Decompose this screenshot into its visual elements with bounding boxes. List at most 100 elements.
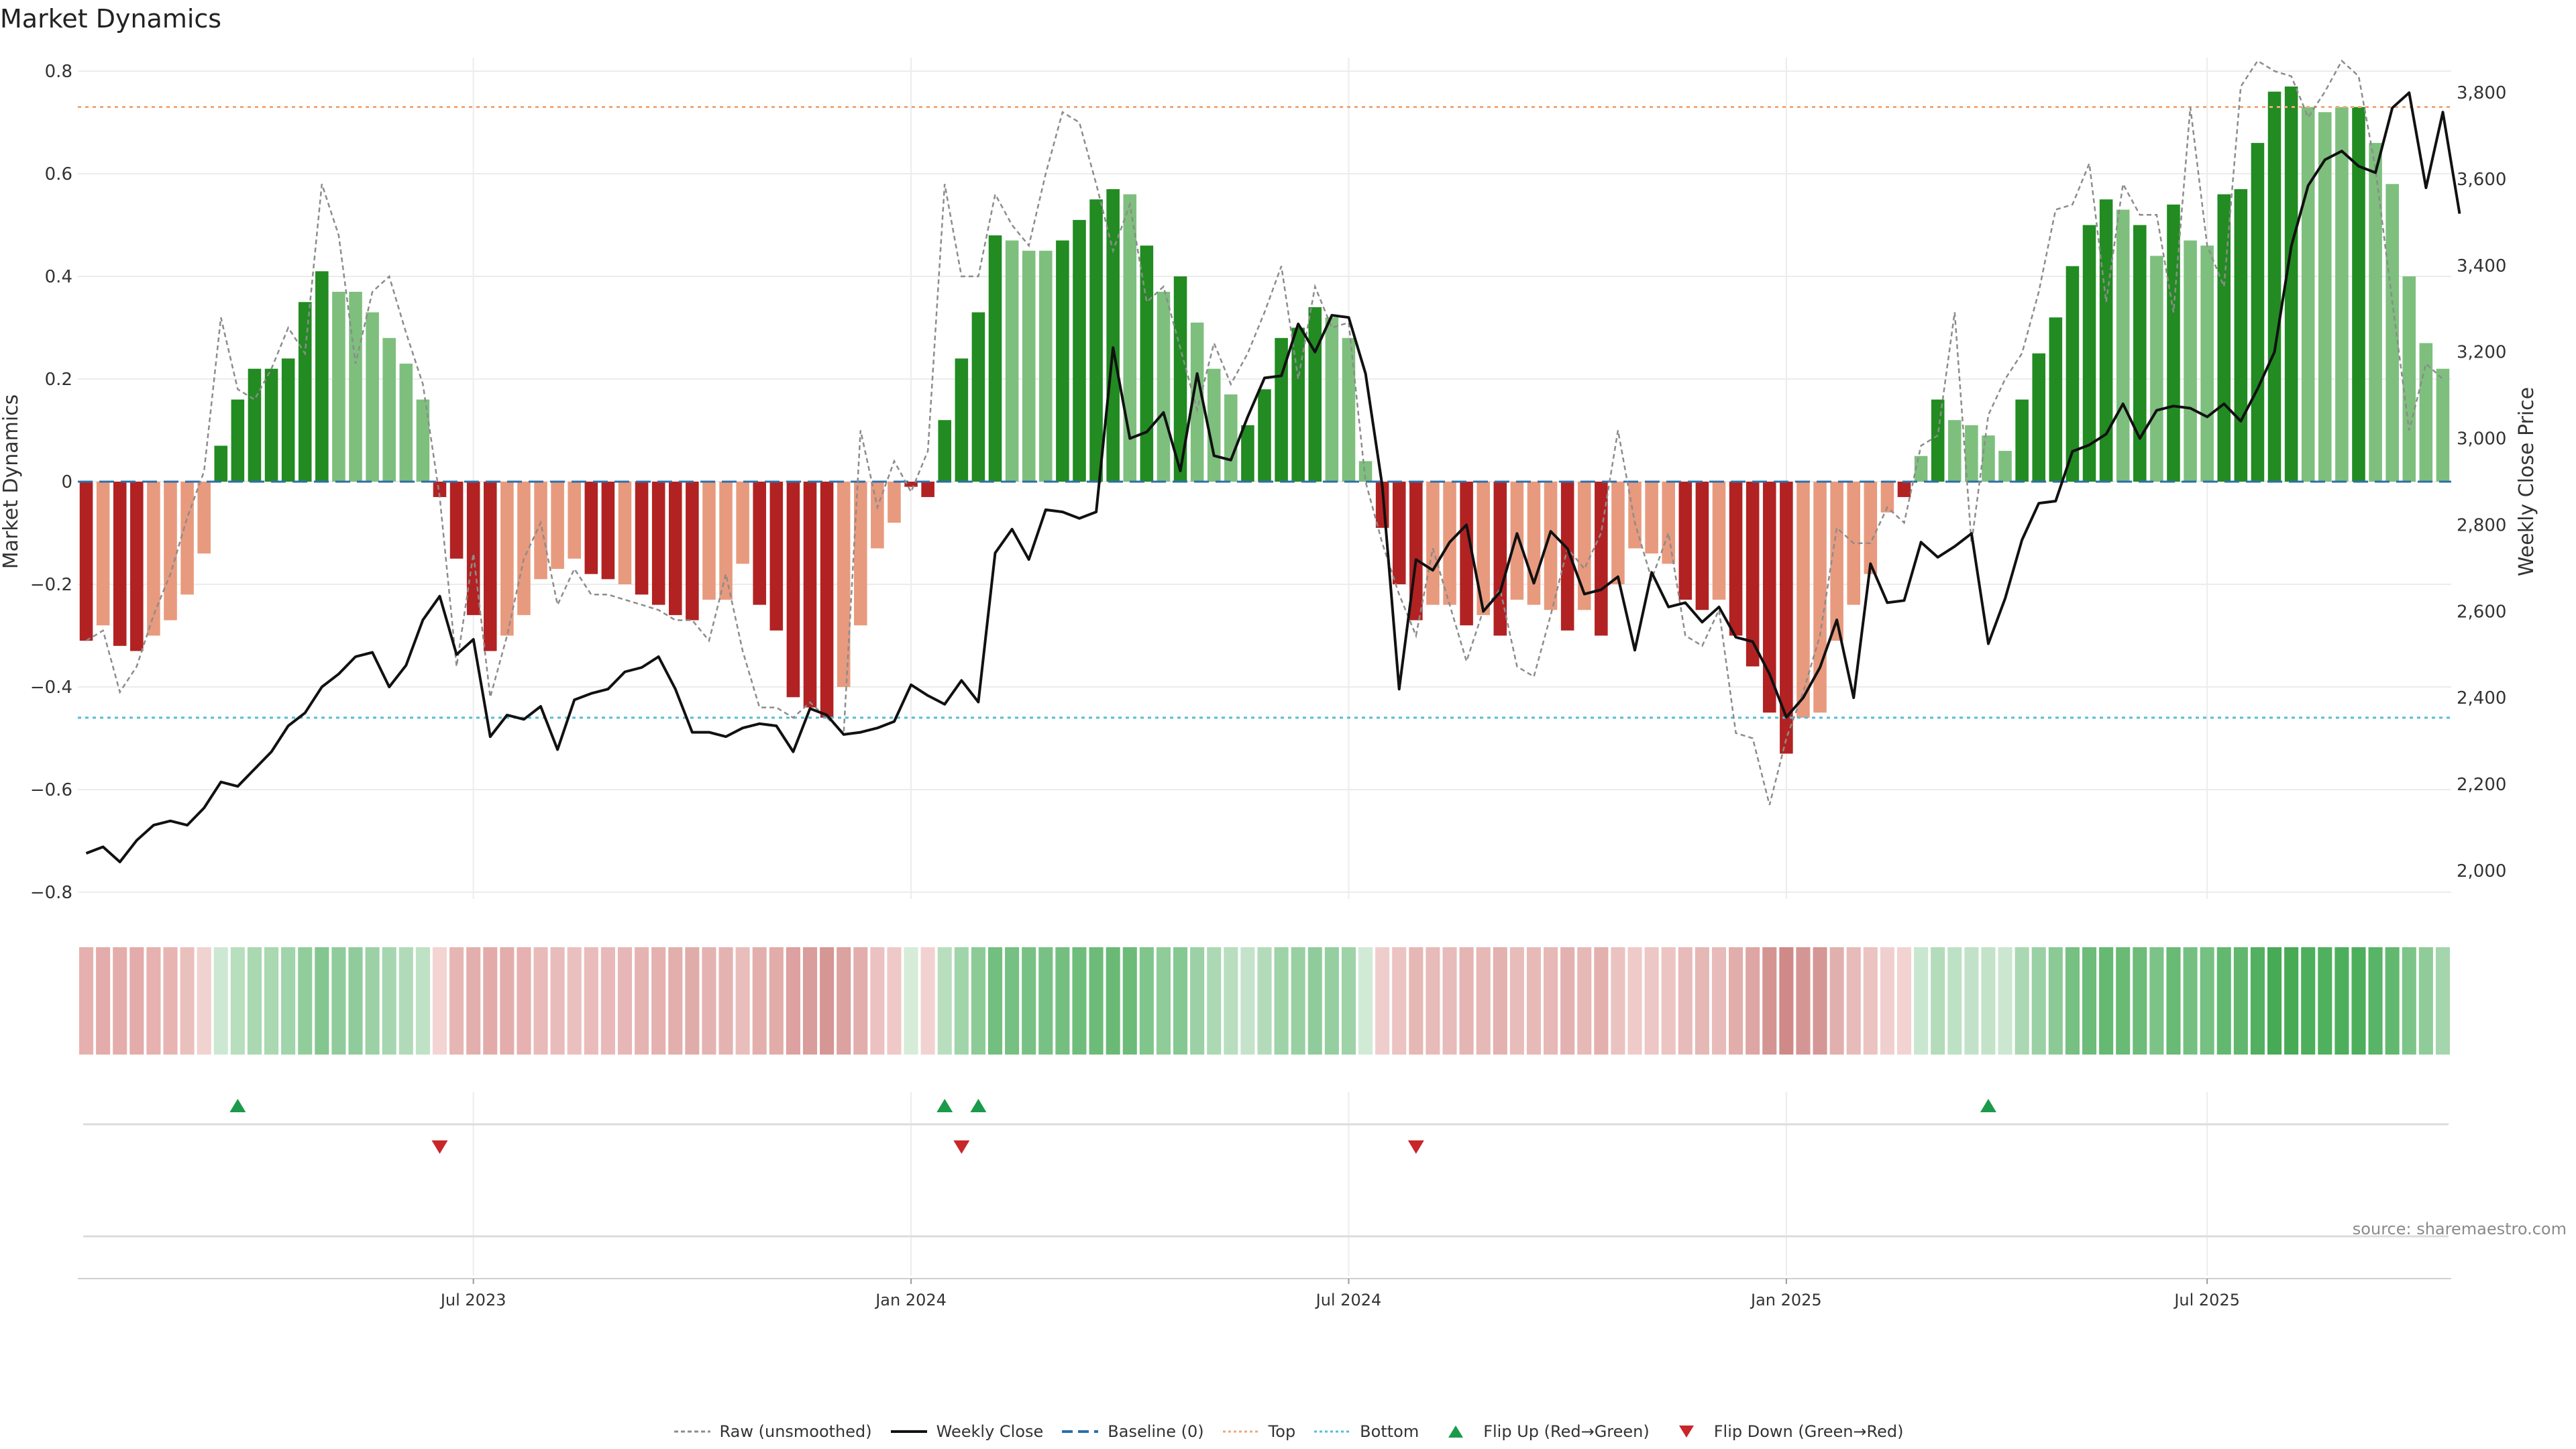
dynamics-bar: [332, 291, 345, 482]
left-tick-label: −0.6: [30, 780, 72, 800]
legend-label: Bottom: [1360, 1422, 1419, 1441]
heatmap-cell: [2318, 947, 2332, 1055]
heatmap-cell: [2166, 947, 2181, 1055]
heatmap-cell: [1341, 947, 1356, 1055]
heatmap-cell: [1324, 947, 1339, 1055]
dynamics-bar: [837, 482, 851, 687]
dynamics-bar: [753, 482, 767, 605]
x-tick-label: Jan 2024: [874, 1291, 947, 1309]
dynamics-bar: [1611, 482, 1625, 584]
heatmap-cell: [1307, 947, 1322, 1055]
dynamics-bar: [1947, 420, 1962, 482]
dynamics-bar: [971, 312, 985, 482]
left-tick-label: 0.4: [45, 267, 72, 287]
x-tick-label: Jul 2025: [2173, 1291, 2240, 1309]
bar-series: [79, 86, 2450, 754]
dynamics-bar: [1544, 482, 1558, 610]
right-tick-label: 2,000: [2457, 861, 2506, 881]
dynamics-bar: [2234, 189, 2248, 482]
legend-item-flipup: Flip Up (Red→Green): [1436, 1422, 1650, 1441]
dynamics-bar: [2099, 199, 2113, 482]
heatmap-cell: [600, 947, 615, 1055]
flip-up-marker: [1980, 1099, 1996, 1112]
flip-up-marker: [229, 1099, 246, 1112]
dynamics-bar: [702, 482, 716, 600]
dynamics-bar: [2116, 209, 2130, 482]
dynamics-bar: [180, 482, 194, 595]
legend-label: Weekly Close: [936, 1422, 1044, 1441]
heatmap-cell: [769, 947, 784, 1055]
dynamics-bar: [197, 482, 211, 554]
dynamics-bar: [1089, 199, 1103, 482]
left-axis-label: Market Dynamics: [0, 394, 23, 570]
dynamics-bar: [433, 482, 447, 497]
heatmap-cell: [1122, 947, 1137, 1055]
heatmap-cell: [2216, 947, 2231, 1055]
flip-up-marker: [936, 1099, 953, 1112]
legend-item-bottom: Bottom: [1313, 1422, 1419, 1441]
heatmap-cell: [1375, 947, 1390, 1055]
dynamics-bar: [1830, 482, 1843, 641]
flip-down-marker: [953, 1140, 970, 1154]
x-axis: Jul 2023 Jan 2024 Jul 2024 Jan 2025 Jul 2025: [439, 1279, 2240, 1309]
legend-swatch-flipup: [1448, 1426, 1464, 1438]
dynamics-bar: [1190, 322, 1204, 482]
dynamics-bar: [2065, 266, 2080, 482]
heatmap-cell: [1627, 947, 1642, 1055]
dynamics-bar: [618, 482, 632, 584]
dynamics-bar: [79, 482, 93, 641]
heatmap-cell: [1072, 947, 1087, 1055]
heatmap-cell: [163, 947, 178, 1055]
legend-label: Baseline (0): [1108, 1422, 1204, 1441]
heatmap-cell: [2015, 947, 2029, 1055]
heatmap-cell: [954, 947, 969, 1055]
dynamics-bar: [871, 482, 884, 549]
heatmap-cell: [1846, 947, 1861, 1055]
heatmap-cell: [1644, 947, 1659, 1055]
heatmap-cell: [1426, 947, 1440, 1055]
legend-item-baseline: Baseline (0): [1061, 1422, 1204, 1441]
dynamics-bar: [584, 482, 598, 574]
dynamics-bar: [1880, 482, 1894, 513]
legend-item-flipdown: Flip Down (Green→Red): [1667, 1422, 1904, 1441]
dynamics-bar: [1224, 394, 1238, 482]
heatmap-cell: [517, 947, 531, 1055]
dynamics-bar: [1258, 389, 1271, 482]
dynamics-bar: [921, 482, 934, 497]
heatmap-cell: [2334, 947, 2349, 1055]
dynamics-bar: [483, 482, 497, 651]
dynamics-bar: [147, 482, 160, 636]
dynamics-bar: [366, 312, 379, 482]
heatmap-cell: [752, 947, 767, 1055]
heatmap-cell: [2435, 947, 2450, 1055]
dynamics-bar: [2217, 194, 2231, 482]
dynamics-bar: [1931, 399, 1945, 482]
dynamics-bar: [2251, 143, 2265, 482]
dynamics-bar: [1780, 482, 1793, 754]
heatmap-cell: [415, 947, 430, 1055]
dynamics-bar: [1762, 482, 1776, 713]
heatmap-cell: [2301, 947, 2316, 1055]
heatmap-cell: [1863, 947, 1878, 1055]
heatmap-cell: [1896, 947, 1912, 1055]
weekly-close-line: [85, 91, 2461, 863]
dynamics-bar: [1005, 240, 1019, 482]
heatmap-cell: [348, 947, 363, 1055]
dynamics-bar: [1477, 482, 1490, 615]
heatmap-cell: [264, 947, 279, 1055]
heatmap-cell: [2267, 947, 2282, 1055]
heatmap-cell: [584, 947, 598, 1055]
dynamics-bar: [1712, 482, 1726, 600]
dynamics-bar: [1460, 482, 1473, 626]
dynamics-bar: [1358, 461, 1373, 482]
heatmap-cell: [1224, 947, 1238, 1055]
heatmap-cell: [382, 947, 396, 1055]
heatmap-cell: [1156, 947, 1171, 1055]
dynamics-bar: [719, 482, 733, 600]
dynamics-bar: [281, 358, 295, 482]
heatmap-cell: [432, 947, 447, 1055]
dynamics-bar: [2150, 256, 2163, 482]
heatmap-cell: [2183, 947, 2198, 1055]
dynamics-bar: [1173, 276, 1187, 482]
dynamics-bar: [2082, 225, 2096, 482]
